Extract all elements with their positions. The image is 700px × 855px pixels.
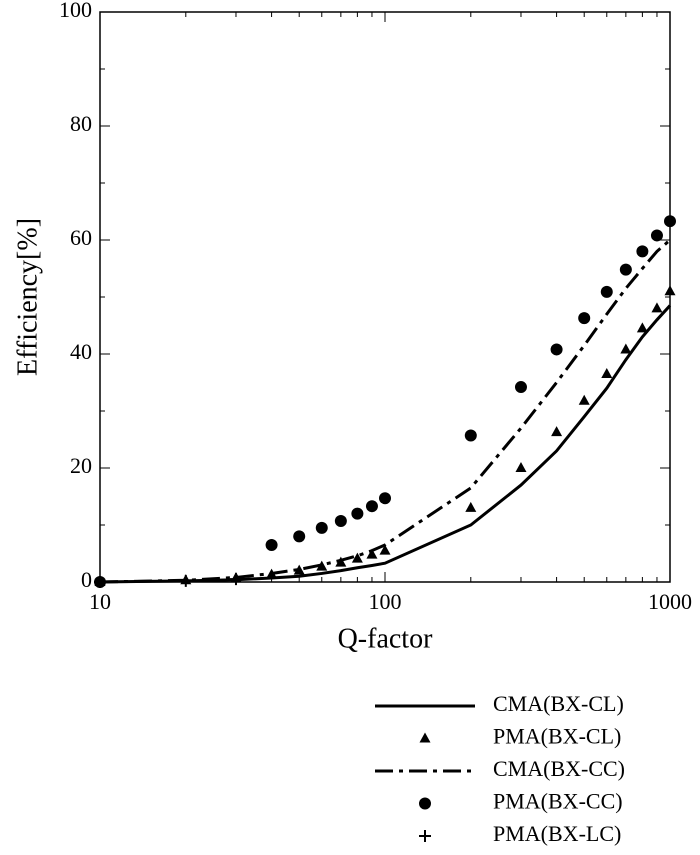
data-point <box>351 507 364 520</box>
data-point <box>293 530 306 543</box>
data-point <box>600 285 613 298</box>
data-point <box>265 538 278 551</box>
data-point <box>514 381 527 394</box>
legend-label: PMA(BX-CL) <box>493 724 621 749</box>
x-tick-label: 10 <box>89 589 111 614</box>
series-line <box>99 304 672 584</box>
data-point <box>636 322 648 333</box>
legend-marker <box>419 830 431 842</box>
legend-label: CMA(BX-CL) <box>493 691 624 716</box>
data-point <box>650 229 663 242</box>
data-point <box>351 552 363 563</box>
data-point <box>636 245 649 258</box>
data-point <box>316 560 328 571</box>
data-point <box>315 521 328 534</box>
y-tick-label: 60 <box>70 225 92 250</box>
data-point <box>366 548 378 559</box>
data-point <box>578 312 591 325</box>
data-point <box>334 515 347 528</box>
data-point <box>379 544 391 555</box>
data-point <box>664 215 676 228</box>
y-tick-label: 100 <box>59 0 92 22</box>
data-point <box>664 285 676 296</box>
data-point <box>620 343 632 354</box>
series-line <box>99 238 671 584</box>
y-axis-label: Efficiency[%] <box>12 218 43 376</box>
y-tick-label: 0 <box>81 567 92 592</box>
y-tick-label: 40 <box>70 339 92 364</box>
data-point <box>179 574 192 587</box>
y-tick-label: 80 <box>70 111 92 136</box>
legend-marker <box>419 732 431 743</box>
data-point <box>365 500 378 513</box>
y-tick-label: 20 <box>70 453 92 478</box>
legend-label: PMA(BX-LC) <box>493 821 621 846</box>
data-point <box>619 263 632 276</box>
data-point <box>293 564 305 575</box>
x-tick-label: 1000 <box>648 589 692 614</box>
data-point <box>550 343 563 356</box>
data-point <box>601 367 613 378</box>
data-point <box>465 501 477 512</box>
legend-label: CMA(BX-CC) <box>493 756 625 781</box>
data-point <box>94 576 106 588</box>
data-point <box>515 462 527 472</box>
data-point <box>464 429 477 442</box>
data-point <box>578 394 590 405</box>
legend-label: PMA(BX-CC) <box>493 789 623 814</box>
x-tick-label: 100 <box>369 589 402 614</box>
data-point <box>229 573 242 586</box>
data-point <box>651 302 663 313</box>
data-point <box>551 426 563 437</box>
legend-marker <box>419 797 431 810</box>
data-point <box>379 492 391 505</box>
x-axis-label: Q-factor <box>338 623 434 654</box>
